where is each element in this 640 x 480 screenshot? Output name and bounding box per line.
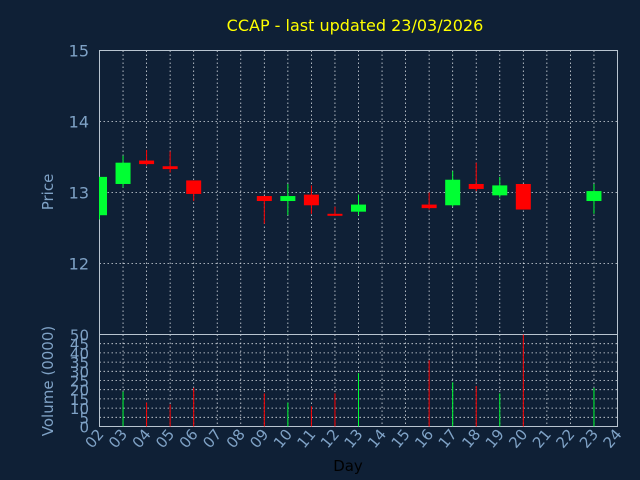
candle-body [421, 204, 437, 209]
day-axis-ticks: 0203040506070809101112131415161718192021… [82, 426, 626, 452]
price-axis-ticks: 12 13 14 15 [69, 42, 89, 274]
candle-body [280, 196, 296, 202]
volume-tick-label: 0 [79, 419, 89, 437]
day-tick-label: 22 [552, 426, 578, 452]
candle-body [515, 183, 531, 210]
candle-body [445, 179, 461, 206]
candle-body [351, 204, 366, 212]
day-tick-label: 07 [199, 426, 225, 452]
day-axis-label: Day [333, 457, 363, 475]
price-grid [99, 50, 618, 335]
candle-body [586, 191, 602, 202]
day-tick-label: 17 [435, 426, 461, 452]
candlestick-series [99, 149, 602, 224]
candle-body [186, 180, 202, 194]
day-tick-label: 19 [482, 426, 508, 452]
day-tick-label: 23 [576, 426, 602, 452]
candle-body [256, 196, 272, 202]
volume-tick-label: 35 [70, 354, 89, 372]
day-tick-label: 06 [176, 426, 202, 452]
price-tick-label: 14 [69, 113, 89, 132]
day-tick-label: 20 [505, 426, 531, 452]
day-tick-label: 24 [600, 426, 626, 452]
candle-body [162, 166, 178, 170]
candle-body [139, 160, 155, 165]
day-tick-label: 11 [293, 426, 319, 452]
volume-tick-label: 30 [70, 363, 89, 381]
candle-body [303, 194, 319, 206]
chart-title: CCAP - last updated 23/03/2026 [227, 16, 484, 35]
price-tick-label: 12 [69, 255, 89, 274]
day-tick-label: 13 [341, 426, 367, 452]
volume-tick-label: 10 [70, 400, 89, 418]
price-tick-label: 13 [69, 184, 89, 203]
candle-body [99, 176, 107, 216]
day-tick-label: 16 [411, 426, 437, 452]
volume-axis-label: Volume (0000) [39, 326, 57, 436]
volume-tick-label: 50 [70, 327, 89, 345]
candle-body [115, 162, 131, 184]
volume-tick-label: 45 [70, 336, 89, 354]
day-tick-label: 04 [129, 426, 155, 452]
day-tick-label: 15 [388, 426, 414, 452]
day-tick-label: 12 [317, 426, 343, 452]
day-tick-label: 09 [246, 426, 272, 452]
volume-series [122, 334, 595, 427]
candle-body [468, 183, 484, 189]
day-tick-label: 14 [364, 426, 390, 452]
volume-tick-label: 25 [70, 373, 89, 391]
price-tick-label: 15 [69, 42, 89, 61]
volume-tick-label: 40 [70, 345, 89, 363]
day-tick-label: 03 [105, 426, 131, 452]
price-axis-label: Price [39, 174, 57, 211]
volume-tick-label: 5 [79, 409, 89, 427]
day-tick-label: 10 [270, 426, 296, 452]
candle-body [492, 185, 508, 196]
volume-tick-label: 15 [70, 391, 89, 409]
volume-tick-label: 20 [70, 382, 89, 400]
day-tick-label: 21 [529, 426, 555, 452]
day-tick-label: 18 [458, 426, 484, 452]
candle-body [327, 213, 343, 216]
day-tick-label: 05 [152, 426, 178, 452]
day-tick-label: 08 [223, 426, 249, 452]
